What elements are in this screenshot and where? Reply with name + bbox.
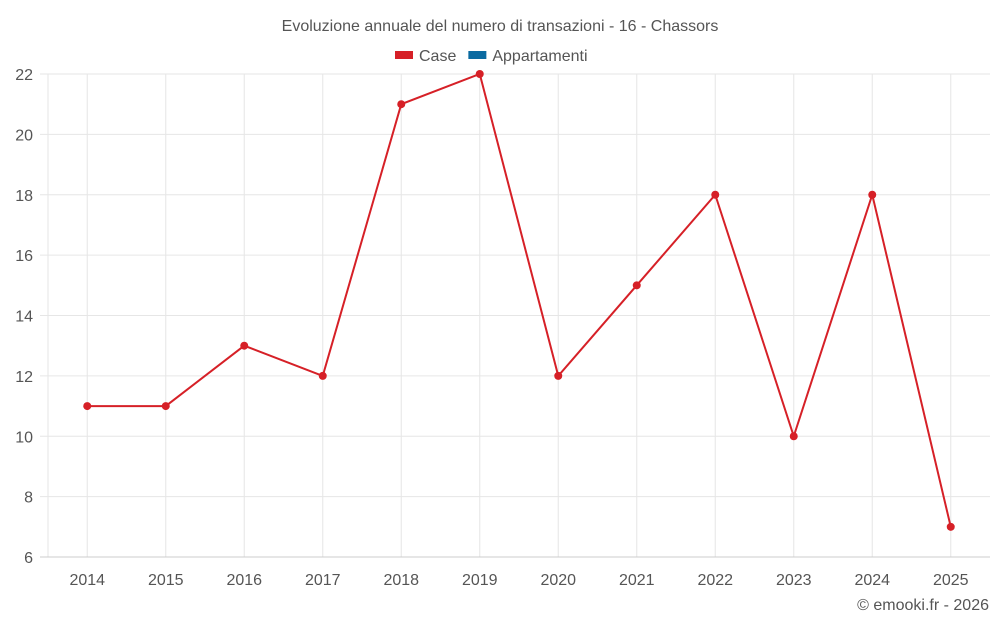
y-tick-label: 6 (24, 550, 33, 567)
data-point (789, 432, 798, 441)
y-tick-label: 20 (15, 127, 33, 144)
x-tick-label: 2022 (697, 572, 733, 589)
legend-label: Appartamenti (492, 48, 587, 65)
data-point (397, 100, 406, 109)
y-tick-label: 8 (24, 490, 33, 507)
data-point (554, 371, 563, 380)
x-tick-label: 2024 (854, 572, 890, 589)
x-tick-label: 2021 (619, 572, 655, 589)
y-tick-label: 22 (15, 67, 33, 84)
x-tick-label: 2014 (69, 572, 105, 589)
y-tick-label: 12 (15, 369, 33, 386)
legend-label: Case (419, 48, 456, 65)
x-tick-label: 2023 (776, 572, 812, 589)
y-tick-label: 16 (15, 248, 33, 265)
x-tick-label: 2020 (540, 572, 576, 589)
x-tick-label: 2025 (933, 572, 969, 589)
x-tick-label: 2019 (462, 572, 498, 589)
data-point (83, 402, 92, 411)
chart-title: Evoluzione annuale del numero di transaz… (282, 18, 719, 35)
x-tick-label: 2016 (226, 572, 262, 589)
data-point (161, 402, 170, 411)
data-point (475, 70, 484, 78)
y-tick-label: 18 (15, 188, 33, 205)
data-point (240, 341, 249, 350)
series-line-case (87, 72, 952, 528)
y-tick-label: 10 (15, 429, 33, 446)
legend-swatch (468, 51, 487, 59)
x-tick-label: 2018 (383, 572, 419, 589)
x-tick-label: 2017 (305, 572, 341, 589)
data-point (632, 281, 641, 290)
legend-swatch (395, 51, 413, 59)
data-point (711, 190, 720, 199)
x-tick-label: 2015 (148, 572, 184, 589)
credit: © emooki.fr - 2026 (857, 597, 989, 614)
y-tick-label: 14 (15, 309, 33, 326)
data-point (946, 522, 955, 531)
data-point (868, 190, 877, 199)
data-point (318, 371, 327, 380)
